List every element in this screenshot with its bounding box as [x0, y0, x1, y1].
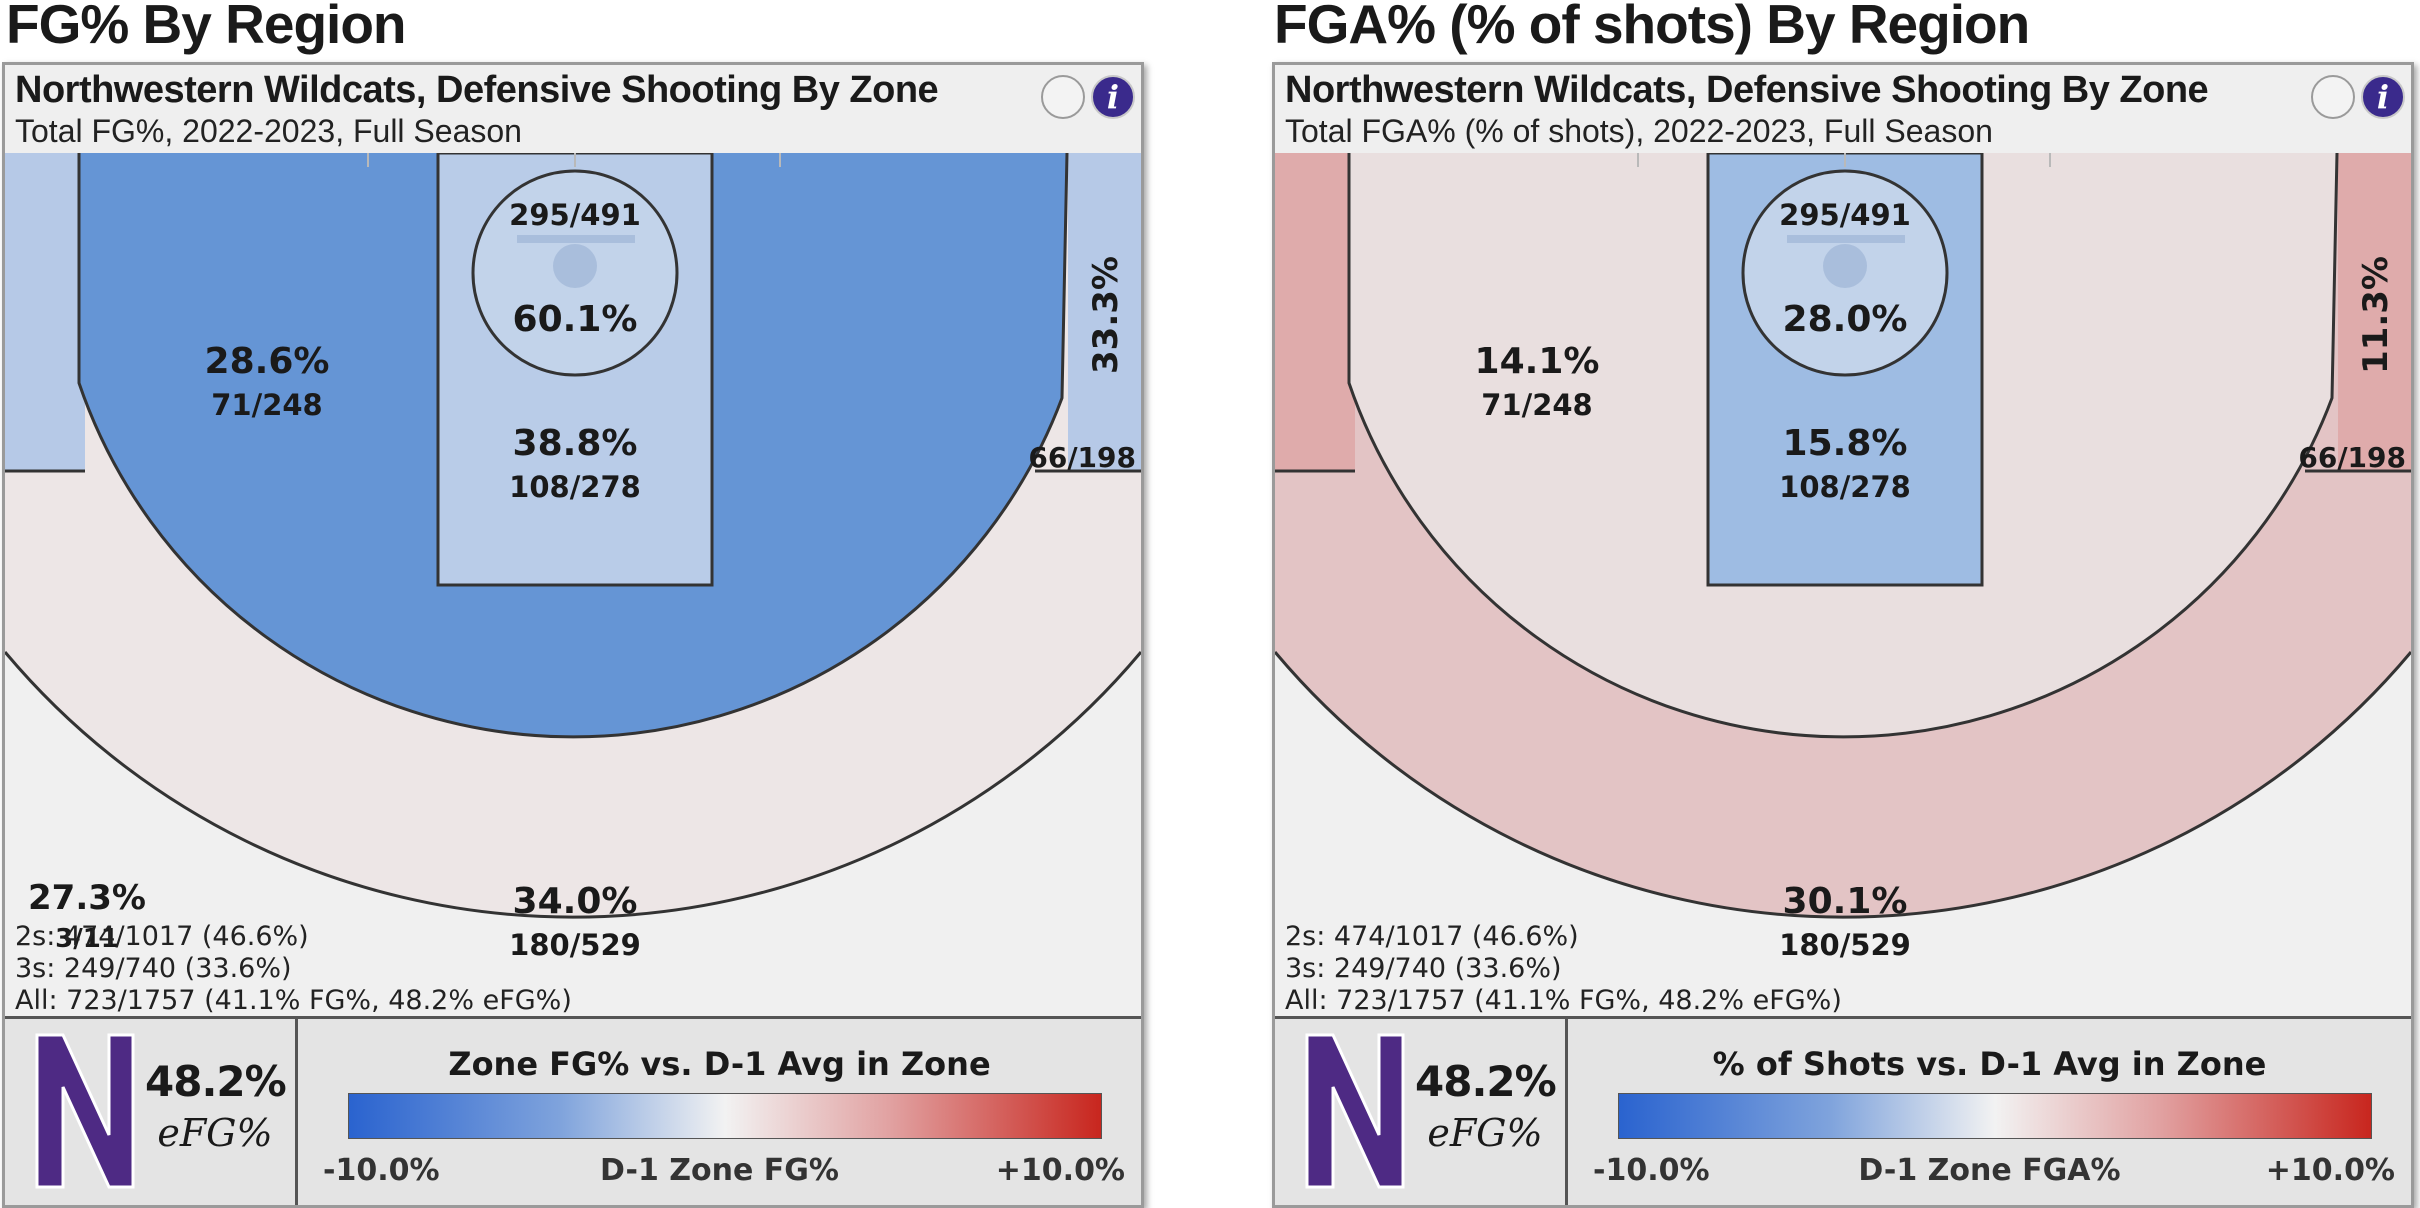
efg-label: eFG% [157, 1111, 273, 1155]
court-heatmap: 295/491 28.0% 15.8% 108/278 14.1% 71/248… [1275, 153, 2411, 1021]
backboard [1787, 235, 1905, 243]
circle-button-icon[interactable] [1041, 75, 1085, 119]
paint-value: 15.8% [1783, 423, 1908, 464]
northwestern-n-logo [1305, 1033, 1405, 1189]
mid-value: 14.1% [1475, 341, 1600, 382]
mid-made-att: 71/248 [211, 388, 322, 422]
corner-right-made-att: 66/198 [2298, 441, 2406, 474]
long-made-att: 3/11 [55, 924, 119, 954]
stats-all: All: 723/1757 (41.1% FG%, 48.2% eFG%) [1285, 985, 1842, 1016]
chart-heading: FG% By Region [6, 0, 407, 55]
scale-high-label: +10.0% [2265, 1153, 2395, 1188]
summary-stats: 2s: 474/1017 (46.6%) 3s: 249/740 (33.6%)… [1285, 921, 1842, 1017]
stats-all: All: 723/1757 (41.1% FG%, 48.2% eFG%) [15, 985, 572, 1016]
scale-low-label: -10.0% [323, 1153, 440, 1188]
northwestern-n-logo [35, 1033, 135, 1189]
paint-made-att: 108/278 [1779, 470, 1911, 504]
chart-heading: FGA% (% of shots) By Region [1274, 0, 2030, 55]
circle-button-icon[interactable] [2311, 75, 2355, 119]
chart-subtitle: Total FGA% (% of shots), 2022-2023, Full… [1285, 113, 1993, 149]
three-top-value: 34.0% [513, 881, 638, 922]
shot-chart-panel: Northwestern Wildcats, Defensive Shootin… [1272, 62, 2414, 1208]
color-scale-bar [348, 1093, 1102, 1139]
zone-corner-left [5, 153, 85, 471]
legend-footer: 48.2% eFG% Zone FG% vs. D-1 Avg in Zone … [5, 1016, 1141, 1205]
corner-right-value: 33.3% [1086, 256, 1126, 374]
three-top-value: 30.1% [1783, 881, 1908, 922]
color-scale-bar [1618, 1093, 2372, 1139]
chart-title: Northwestern Wildcats, Defensive Shootin… [15, 69, 939, 111]
scale-mid-label: D-1 Zone FG% [600, 1153, 839, 1188]
efg-label: eFG% [1427, 1111, 1543, 1155]
mid-made-att: 71/248 [1481, 388, 1592, 422]
chart-title: Northwestern Wildcats, Defensive Shootin… [1285, 69, 2209, 111]
hoop [1823, 244, 1867, 288]
footer-divider [295, 1019, 298, 1205]
mid-value: 28.6% [205, 341, 330, 382]
shot-chart-panel: Northwestern Wildcats, Defensive Shootin… [2, 62, 1144, 1208]
summary-stats: 2s: 474/1017 (46.6%) 3s: 249/740 (33.6%)… [15, 921, 572, 1017]
info-icon[interactable]: i [1091, 75, 1135, 119]
rim-value: 60.1% [513, 299, 638, 340]
scale-title: % of Shots vs. D-1 Avg in Zone [1712, 1045, 2267, 1083]
stats-twos: 2s: 474/1017 (46.6%) [15, 921, 309, 952]
paint-made-att: 108/278 [509, 470, 641, 504]
corner-right-value: 11.3% [2356, 256, 2396, 374]
zone-corner-left [1275, 153, 1355, 471]
footer-divider [1565, 1019, 1568, 1205]
zone-corner-right [2338, 153, 2411, 471]
rim-value: 28.0% [1783, 299, 1908, 340]
hoop [553, 244, 597, 288]
court-heatmap: 295/491 60.1% 38.8% 108/278 28.6% 71/248… [5, 153, 1141, 1021]
stats-threes: 3s: 249/740 (33.6%) [1285, 953, 1562, 984]
scale-mid-label: D-1 Zone FGA% [1858, 1153, 2121, 1188]
backboard [517, 235, 635, 243]
corner-right-made-att: 66/198 [1028, 441, 1136, 474]
chart-subtitle: Total FG%, 2022-2023, Full Season [15, 113, 522, 149]
legend-footer: 48.2% eFG% % of Shots vs. D-1 Avg in Zon… [1275, 1016, 2411, 1205]
long-value: 27.3% [28, 878, 146, 918]
three-top-made-att: 180/529 [1779, 928, 1911, 962]
stats-twos: 2s: 474/1017 (46.6%) [1285, 921, 1579, 952]
scale-low-label: -10.0% [1593, 1153, 1710, 1188]
info-icon[interactable]: i [2361, 75, 2405, 119]
efg-value: 48.2% [145, 1057, 287, 1106]
scale-title: Zone FG% vs. D-1 Avg in Zone [448, 1045, 991, 1083]
paint-value: 38.8% [513, 423, 638, 464]
three-top-made-att: 180/529 [509, 928, 641, 962]
rim-made-att: 295/491 [1779, 198, 1911, 232]
stats-threes: 3s: 249/740 (33.6%) [15, 953, 292, 984]
rim-made-att: 295/491 [509, 198, 641, 232]
scale-high-label: +10.0% [995, 1153, 1125, 1188]
efg-value: 48.2% [1415, 1057, 1557, 1106]
zone-corner-right [1068, 153, 1141, 471]
